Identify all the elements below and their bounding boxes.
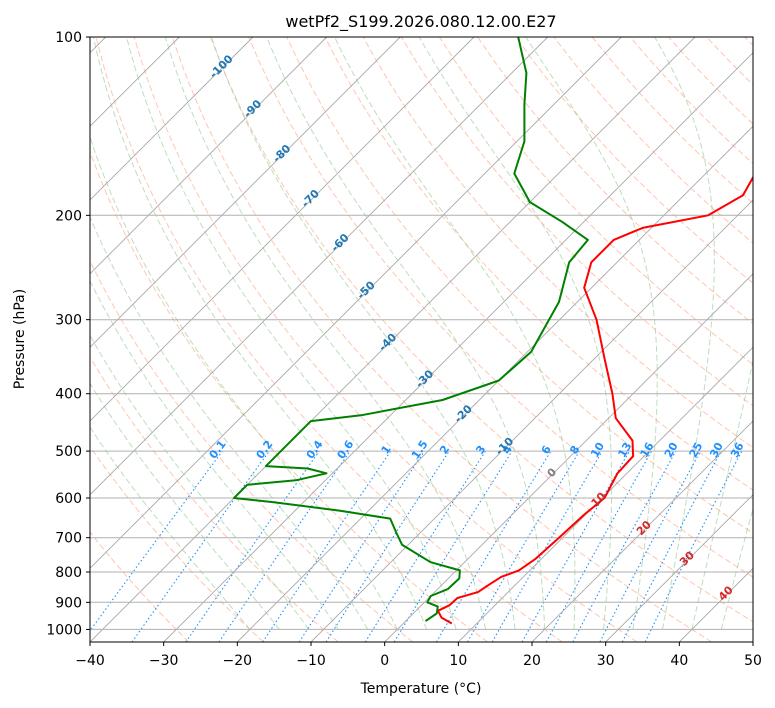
temperature-profile-line (437, 175, 753, 625)
mixing-ratio-line (325, 450, 450, 642)
isotherm-line (90, 37, 696, 642)
y-tick-label: 500 (55, 444, 82, 460)
dry-adiabat-line (95, 37, 563, 642)
moist-adiabat-line (266, 37, 546, 630)
mixing-ratio-line (262, 450, 392, 642)
dry-adiabat-line (515, 37, 753, 284)
mixing-ratio-label: 36 (728, 440, 747, 460)
moist-adiabat-line (691, 358, 753, 630)
moist-adiabat-line (92, 37, 428, 630)
dry-adiabat-line (90, 531, 190, 642)
y-tick-label: 100 (55, 30, 82, 46)
x-tick-label: −40 (75, 653, 105, 669)
mixing-ratio-line (644, 450, 743, 642)
isotherm-line (236, 125, 753, 642)
y-tick-label: 200 (55, 208, 82, 224)
moist-adiabat-line (164, 37, 487, 630)
isotherms (90, 37, 753, 642)
y-tick-label: 1000 (46, 622, 82, 638)
moist-adiabat-line (90, 215, 369, 630)
isotherm-line (163, 52, 753, 642)
pressure-gridlines (90, 37, 753, 630)
dewpoint-profile-line (233, 37, 589, 622)
y-tick-label: 400 (55, 387, 82, 403)
dry-adiabat-line (171, 37, 712, 642)
x-tick-label: 0 (380, 653, 389, 669)
mixing-ratio-line (298, 450, 425, 642)
y-tick-label: 900 (55, 595, 82, 611)
y-axis: 1000 900 800 700 600 500 400 300 200 100 (46, 30, 90, 638)
x-axis: −40 −30 −20 −10 0 10 20 30 40 50 (75, 642, 762, 669)
isotherm-line (90, 37, 622, 569)
isotherm-line (90, 37, 549, 496)
chart-title: wetPf2_S199.2026.080.12.00.E27 (285, 12, 556, 32)
dry-adiabat-line (400, 37, 753, 407)
mixing-ratio-line (131, 450, 270, 642)
mixing-ratio-line (185, 450, 320, 642)
y-tick-label: 600 (55, 491, 82, 507)
y-tick-label: 800 (55, 565, 82, 581)
isotherm-line (90, 37, 254, 201)
moist-adiabats (90, 37, 753, 630)
moist-adiabat-line (90, 382, 280, 630)
profiles (233, 37, 753, 625)
y-axis-label: Pressure (hPa) (12, 289, 28, 389)
isotherm-line (90, 37, 475, 422)
isotherm-line (384, 273, 753, 642)
moist-adiabat-line (525, 37, 658, 630)
mixing-ratio-line (545, 450, 653, 642)
x-tick-label: 20 (523, 653, 541, 669)
isotherm-line (605, 494, 753, 642)
x-tick-label: −10 (296, 653, 326, 669)
mixing-ratio-label: 25 (687, 440, 706, 460)
dry-adiabat-line (248, 37, 753, 578)
dry-adiabat-line (90, 445, 264, 642)
isotherm-line (90, 37, 401, 348)
dry-adiabat-line (90, 356, 339, 642)
mixing-ratio-lines (90, 450, 743, 642)
dry-adiabat-line (133, 37, 638, 642)
dry-adiabat-line (438, 37, 753, 366)
mixing-ratio-line (393, 450, 513, 642)
mixing-ratio-line (90, 450, 223, 632)
x-tick-label: 50 (744, 653, 762, 669)
x-tick-label: 40 (670, 653, 688, 669)
moist-adiabat-line (418, 37, 613, 630)
x-tick-label: −30 (149, 653, 179, 669)
y-tick-label: 300 (55, 313, 82, 329)
dry-adiabat-line (210, 37, 753, 623)
x-tick-label: 10 (449, 653, 467, 669)
mixing-ratio-line (521, 450, 630, 642)
isotherm-line (531, 420, 753, 642)
y-tick-label: 700 (55, 531, 82, 547)
moist-adiabat-line (90, 135, 398, 630)
dry-adiabat-line (90, 150, 488, 642)
x-tick-label: −20 (223, 653, 253, 669)
isotherm-line (457, 346, 753, 642)
isotherm-line (310, 199, 753, 642)
mixing-ratio-line (572, 450, 677, 642)
dry-adiabats (90, 37, 753, 642)
moist-adiabat-line (654, 37, 715, 630)
isotherm-line (90, 37, 328, 275)
moist-adiabat-line (90, 426, 251, 630)
plot-area (90, 37, 753, 642)
x-tick-label: 30 (597, 653, 615, 669)
moist-adiabat-line (126, 37, 457, 630)
mixing-ratio-line (218, 450, 351, 642)
x-axis-label: Temperature (°C) (360, 681, 482, 697)
plot-frame (89, 36, 754, 643)
